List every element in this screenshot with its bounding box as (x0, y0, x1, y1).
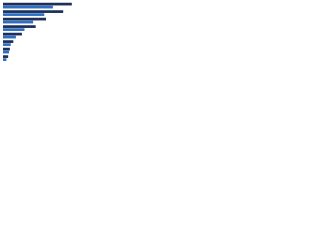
bar (3, 43, 11, 46)
bar (3, 40, 14, 43)
chart (3, 2, 72, 61)
bar (3, 25, 36, 28)
bar (3, 55, 9, 58)
bar (3, 2, 72, 6)
bar (3, 35, 16, 39)
bar (3, 32, 22, 36)
page: (() => { const data = JSON.parse(documen… (0, 0, 320, 71)
bar (3, 5, 53, 9)
bar (3, 47, 10, 51)
bar (3, 20, 34, 24)
bar (3, 28, 25, 31)
bar (3, 17, 46, 21)
bar (3, 10, 64, 13)
bar (3, 58, 7, 61)
bar (3, 13, 45, 16)
bar (3, 50, 10, 54)
